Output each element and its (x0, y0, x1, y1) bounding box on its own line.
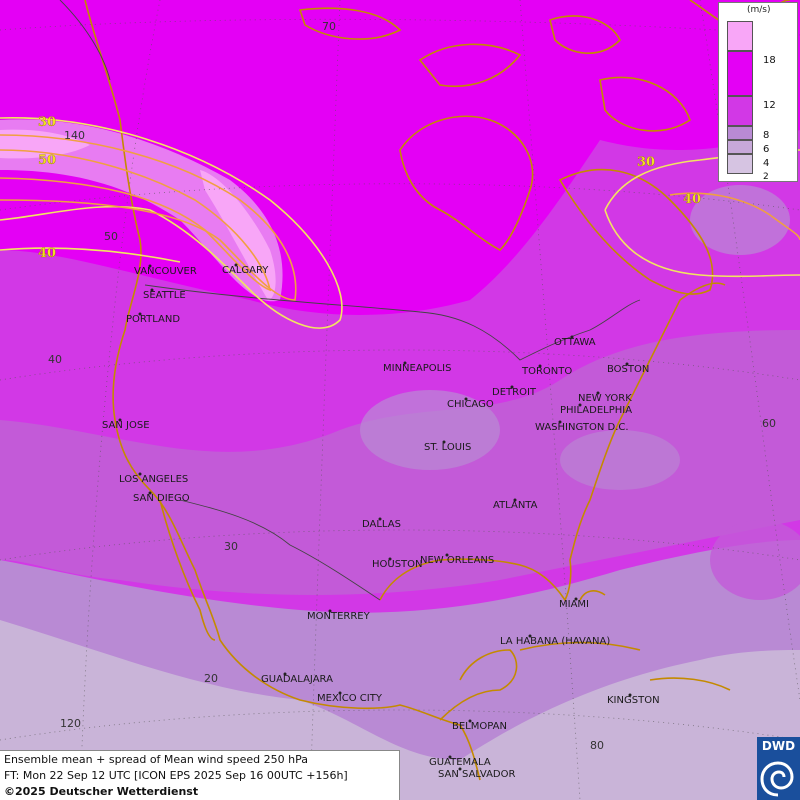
city-label: BELMOPAN (452, 721, 507, 732)
city-label: MIAMI (559, 599, 589, 610)
coastlines (84, 0, 791, 781)
legend-tick: 12 (763, 100, 776, 111)
city-labels: VANCOUVER CALGARY SEATTLE PORTLAND MINNE… (102, 265, 660, 780)
city-label: GUADALAJARA (261, 674, 333, 685)
legend-swatch-8 (727, 126, 753, 140)
city-label: VANCOUVER (134, 266, 197, 277)
contour-label-40-west: 40 (38, 246, 56, 261)
caption-copyright: ©2025 Deutscher Wetterdienst (4, 785, 199, 798)
color-legend: (m/s) 18 12 8 6 4 2 (718, 2, 798, 182)
city-label: GUATEMALA (429, 757, 491, 768)
legend-tick: 18 (763, 55, 776, 66)
city-label: MONTERREY (307, 611, 371, 622)
legend-swatch-top (727, 21, 753, 51)
city-label: TORONTO (521, 366, 572, 377)
city-label: NEW YORK (578, 393, 632, 404)
legend-tick: 6 (763, 144, 770, 155)
city-label: ATLANTA (493, 500, 538, 511)
city-label: BOSTON (607, 364, 649, 375)
legend-tick: 2 (763, 172, 769, 182)
city-label: KINGSTON (607, 695, 660, 706)
legend-swatch-12 (727, 96, 753, 126)
city-label: SAN JOSE (102, 420, 150, 431)
contour-40-west (0, 134, 297, 301)
contour-label-50-west: 50 (38, 153, 56, 168)
contour-30-west (0, 117, 343, 329)
city-label: MINNEAPOLIS (383, 363, 451, 374)
contour-label-30-west: 30 (38, 115, 56, 130)
grid-label: 70 (322, 20, 336, 33)
city-label: MEXICO CITY (317, 693, 383, 704)
patch-midwest (360, 390, 500, 470)
legend-tick: 8 (763, 130, 770, 141)
city-label: SEATTLE (143, 290, 186, 301)
grid-label: 120 (60, 717, 81, 730)
caption-forecast-time: FT: Mon 22 Sep 12 UTC [ICON EPS 2025 Sep… (4, 769, 348, 782)
jet-core-west (0, 119, 283, 302)
city-label: ST. LOUIS (424, 442, 471, 453)
grid-label: 140 (64, 129, 85, 142)
grid-label: 20 (204, 672, 218, 685)
contour-30-east-lower (604, 209, 800, 278)
legend-tick: 4 (763, 158, 770, 169)
legend-swatch-4 (727, 154, 753, 174)
city-label: DALLAS (362, 519, 401, 530)
city-label: WASHINGTON D.C. (535, 422, 629, 433)
city-label: SAN DIEGO (133, 493, 190, 504)
grid-label: 80 (590, 739, 604, 752)
legend-swatch-18 (727, 51, 753, 96)
patch-newfoundland (690, 185, 790, 255)
city-label: LOS ANGELES (119, 474, 188, 485)
grid-label: 60 (762, 417, 776, 430)
contour-40-west-lower (0, 247, 181, 263)
city-label: SAN SALVADOR (438, 769, 515, 780)
city-label: CHICAGO (447, 399, 494, 410)
city-label: NEW ORLEANS (420, 555, 494, 566)
city-dots (118, 263, 632, 771)
grid-label: 30 (224, 540, 238, 553)
grid-label: 50 (104, 230, 118, 243)
swirl-icon (760, 761, 794, 797)
contour-50-west (0, 149, 272, 292)
city-label: LA HABANA (HAVANA) (500, 636, 610, 647)
map-caption: Ensemble mean + spread of Mean wind spee… (0, 750, 400, 800)
caption-title: Ensemble mean + spread of Mean wind spee… (4, 753, 308, 766)
dwd-logo: DWD (757, 737, 800, 800)
borders (59, 0, 641, 601)
contour-label-30-east: 30 (637, 155, 655, 170)
contour-40-east (669, 192, 800, 241)
grid-label: 40 (48, 353, 62, 366)
city-label: OTTAWA (554, 337, 596, 348)
city-label: HOUSTON (372, 559, 423, 570)
city-label: PHILADELPHIA (560, 405, 632, 416)
city-label: DETROIT (492, 387, 537, 398)
patch-atlantic (560, 430, 680, 490)
legend-swatch-6 (727, 140, 753, 154)
legend-unit: (m/s) (747, 5, 771, 15)
contour-label-40-east: 40 (683, 192, 701, 207)
city-label: CALGARY (222, 265, 269, 276)
city-label: PORTLAND (126, 314, 180, 325)
dwd-logo-text: DWD (761, 739, 796, 753)
